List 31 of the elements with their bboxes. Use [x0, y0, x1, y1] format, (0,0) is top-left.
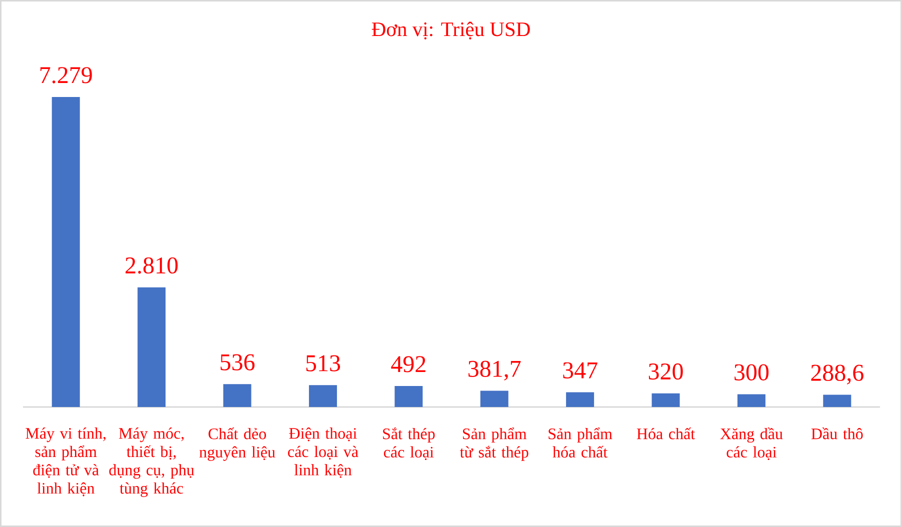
- x-tick-label: Chất dẻo nguyên liệu: [199, 428, 276, 461]
- data-label: 2.810: [126, 257, 178, 274]
- bar: [308, 385, 337, 407]
- bar: [737, 394, 766, 407]
- bar: [652, 393, 680, 407]
- bar: [566, 392, 594, 407]
- bar: [823, 394, 852, 407]
- data-label: 381,7: [468, 360, 521, 380]
- bar: [480, 390, 508, 407]
- data-label: 536: [220, 354, 255, 370]
- bar: [223, 384, 252, 407]
- x-tick-label: Sắt thép các loại: [383, 428, 435, 460]
- data-label: 7.279: [40, 67, 92, 84]
- data-label: 320: [648, 363, 683, 380]
- chart-title: Đơn vị: Triệu USD: [372, 22, 530, 40]
- data-label: 300: [734, 364, 769, 380]
- x-tick-label: Xăng dầu các loại: [720, 428, 783, 460]
- data-label: 347: [563, 362, 598, 378]
- bar: [138, 287, 166, 407]
- bar: [394, 386, 423, 407]
- bar: [52, 96, 80, 407]
- x-tick-label: Dầu thô: [811, 428, 863, 440]
- data-label: 288,6: [811, 364, 864, 384]
- x-tick-label: Sản phẩm từ sắt thép: [460, 428, 528, 461]
- x-tick-label: Hóa chất: [636, 428, 695, 440]
- data-label: 513: [306, 355, 340, 372]
- data-label: 492: [391, 356, 426, 372]
- x-tick-label: Sản phẩm hóa chất: [548, 428, 612, 458]
- x-tick-label: Máy vi tính, sản phẩm điện tử và linh kiện: [26, 428, 106, 496]
- x-tick-label: Máy móc, thiết bị, dụng cụ, phụ tùng khác: [109, 428, 194, 497]
- x-tick-label: Điện thoại các loại và linh kiện: [288, 428, 358, 478]
